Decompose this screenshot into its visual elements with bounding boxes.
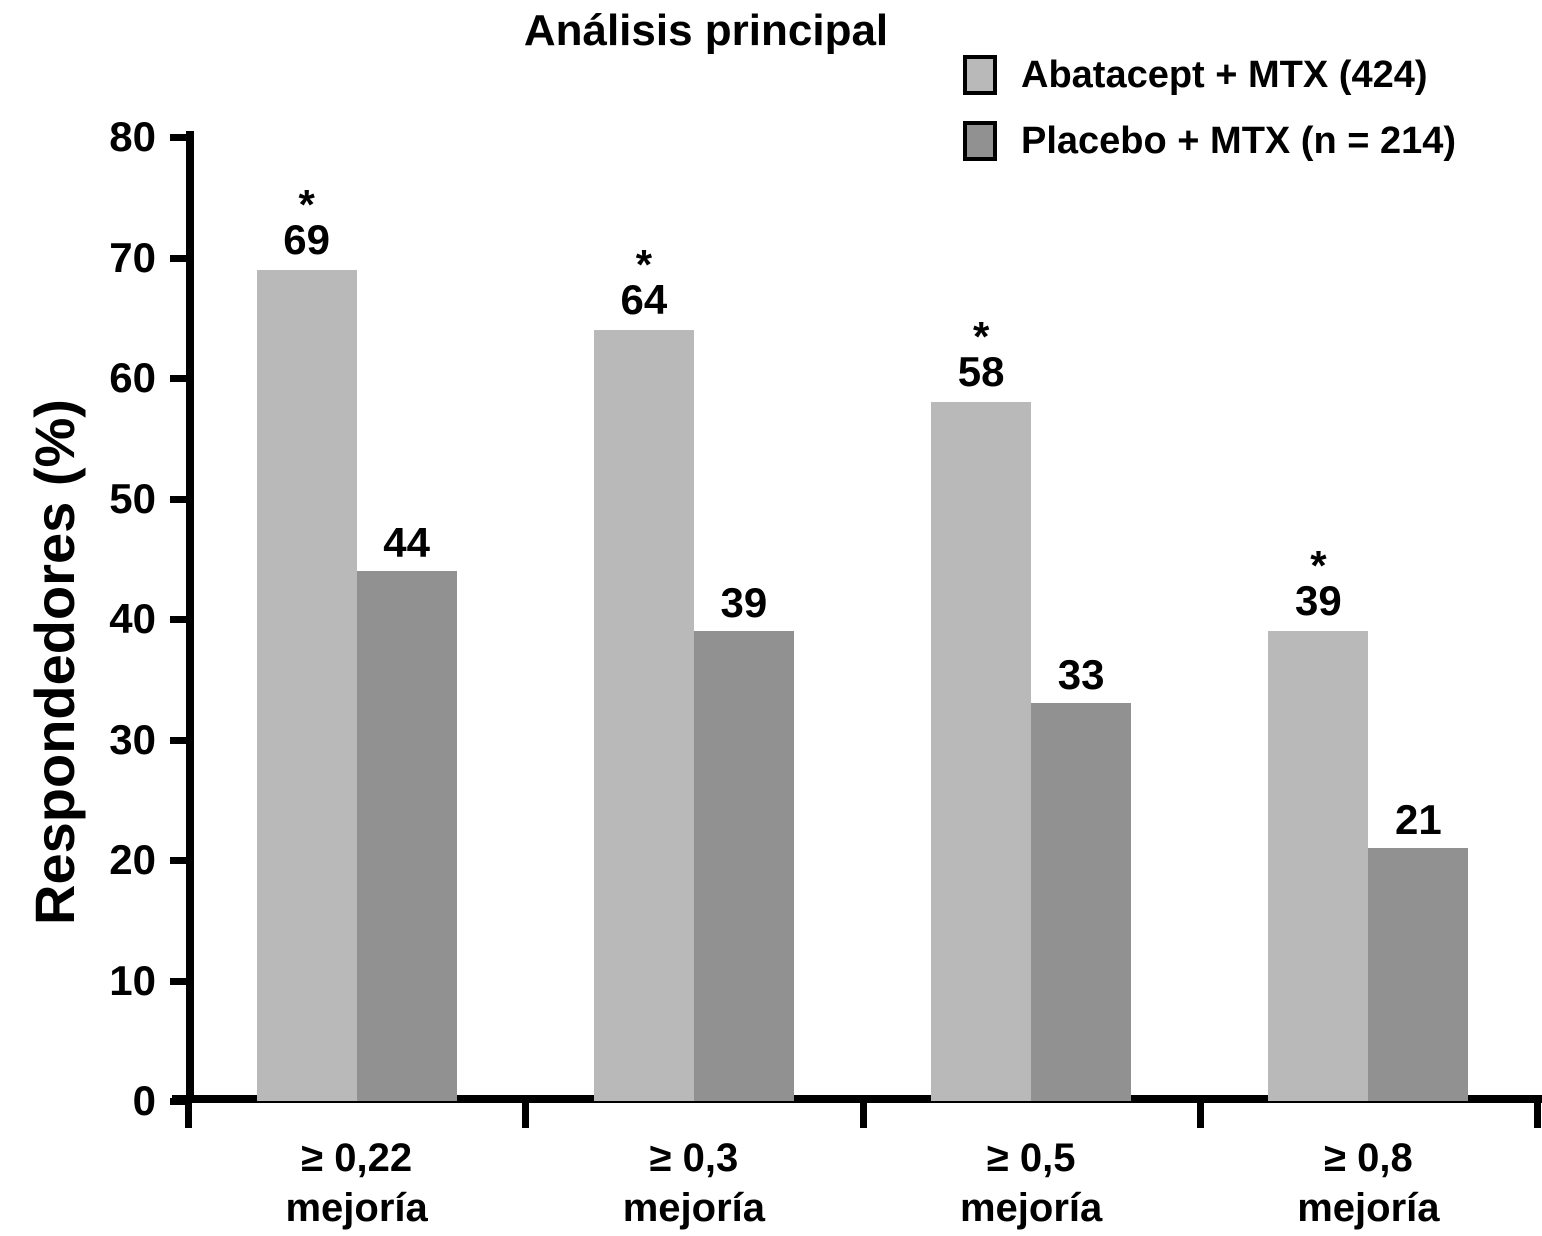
legend-label-placebo: Placebo + MTX (n = 214) [1021,119,1457,162]
bar-value-label: * 69 [222,180,392,263]
y-tick [170,254,188,262]
bar-value-label: 44 [322,518,492,566]
category-label: ≥ 0,8 mejoría [1297,1136,1440,1230]
bar-value: 39 [1295,577,1342,625]
significance-asterisk: * [635,240,653,288]
bar-value-label: 33 [996,651,1166,699]
x-tick [1196,1103,1204,1128]
bar-value: 44 [383,518,430,566]
bar-value: 58 [957,348,1005,396]
legend-swatch-abatacept [963,55,997,95]
x-tick [1534,1103,1541,1128]
y-tick [170,977,188,985]
bar-abatacept [256,269,357,1101]
y-tick [170,134,188,141]
legend-label-abatacept: Abatacept + MTX (424) [1021,53,1428,96]
bar-value-label: * 64 [559,240,729,323]
y-tick-label: 20 [109,836,156,883]
x-tick [185,1103,192,1128]
y-tick [170,375,188,382]
y-tick [170,857,188,864]
y-tick [170,495,188,503]
category-label: ≥ 0,3 mejoría [622,1136,766,1230]
y-tick-label: 30 [109,715,156,763]
bar-abatacept [593,329,694,1101]
bar-placebo [1031,703,1132,1101]
bar-value-label: 21 [1333,795,1503,843]
bar-value: 39 [720,579,768,627]
y-axis-label: Respondedores (%) [23,399,86,925]
bar-value: 69 [283,215,330,263]
bar-value-label: 39 [659,579,829,627]
y-tick-label: 40 [109,595,156,642]
x-tick [859,1103,867,1128]
y-tick-label: 60 [109,354,156,401]
y-axis-line [186,131,194,1103]
bar-value-label: * 58 [896,313,1066,396]
legend-item-abatacept: Abatacept + MTX (424) [963,52,1428,98]
y-tick-label: 0 [132,1077,156,1124]
category-label: ≥ 0,22 mejoría [285,1136,428,1230]
x-axis-line [172,1095,1542,1103]
bar-value: 33 [1057,651,1105,699]
legend-item-placebo: Placebo + MTX (n = 214) [963,118,1456,164]
y-tick-label: 80 [109,113,156,160]
y-tick-label: 70 [109,233,156,281]
significance-asterisk: * [1310,542,1327,590]
significance-asterisk: * [298,180,315,228]
bar-placebo [693,631,794,1101]
y-tick [170,736,188,744]
bar-value-label: * 39 [1233,542,1403,625]
legend-swatch-placebo [963,121,997,161]
y-tick-label: 50 [109,474,156,522]
bar-abatacept [931,402,1032,1101]
category-label: ≥ 0,5 mejoría [959,1136,1103,1230]
significance-asterisk: * [972,313,990,361]
y-tick-label: 10 [109,956,156,1004]
bar-value: 64 [620,275,668,323]
x-tick [522,1103,530,1128]
bar-placebo [356,570,457,1101]
y-tick [170,616,188,623]
bar-abatacept [1268,631,1369,1101]
bar-placebo [1368,847,1469,1101]
chart-title: Análisis principal [523,6,889,55]
bar-value: 21 [1395,795,1442,843]
y-tick [170,1098,188,1105]
